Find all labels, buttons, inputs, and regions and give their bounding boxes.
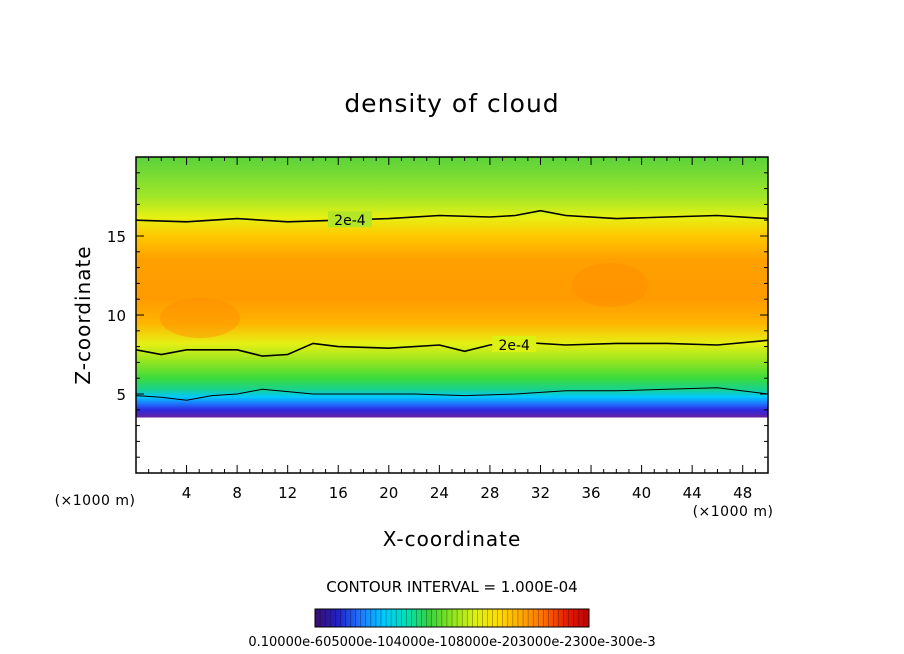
x-tick-label: 36 bbox=[581, 484, 600, 502]
density-field bbox=[136, 157, 768, 473]
z-tick-label: 5 bbox=[116, 386, 126, 404]
colorbar-labels: 0.10000e-605000e-104000e-108000e-203000e… bbox=[248, 635, 655, 650]
plot-area: 2e-4 2e-4 bbox=[136, 157, 768, 473]
x-tick-label: 4 bbox=[182, 484, 192, 502]
x-unit-right: (×1000 m) bbox=[693, 504, 774, 520]
vortex-right bbox=[572, 263, 648, 307]
x-tick-label: 8 bbox=[232, 484, 242, 502]
x-tick-label: 40 bbox=[632, 484, 651, 502]
contour-label-bg bbox=[327, 211, 372, 228]
contour-line bbox=[136, 339, 768, 357]
contour-label: 2e-4 bbox=[498, 338, 530, 354]
x-tick-label: 16 bbox=[329, 484, 348, 502]
x-tick-label: 12 bbox=[278, 484, 297, 502]
x-tick-label: 20 bbox=[379, 484, 398, 502]
contour-label: 2e-4 bbox=[334, 213, 366, 229]
vortex-left bbox=[160, 298, 240, 338]
contour-interval-label: CONTOUR INTERVAL = 1.000E-04 bbox=[326, 578, 577, 596]
x-tick-label: 48 bbox=[733, 484, 752, 502]
x-tick-label: 24 bbox=[430, 484, 449, 502]
contour-line bbox=[136, 209, 768, 223]
x-axis-label: X-coordinate bbox=[383, 527, 522, 551]
z-tick-label: 15 bbox=[107, 228, 126, 246]
x-unit-left: (×1000 m) bbox=[55, 493, 136, 509]
contour-layer: 2e-4 2e-4 bbox=[136, 209, 768, 401]
x-tick-label: 28 bbox=[480, 484, 499, 502]
contour-line bbox=[136, 387, 768, 401]
x-tick-label: 44 bbox=[683, 484, 702, 502]
contour-label-bg bbox=[492, 336, 537, 353]
chart-title: density of cloud bbox=[344, 89, 559, 118]
y-axis-label: Z-coordinate bbox=[71, 245, 95, 384]
x-tick-label: 32 bbox=[531, 484, 550, 502]
colorbar-ticks bbox=[314, 609, 590, 627]
z-tick-label: 10 bbox=[107, 307, 126, 325]
